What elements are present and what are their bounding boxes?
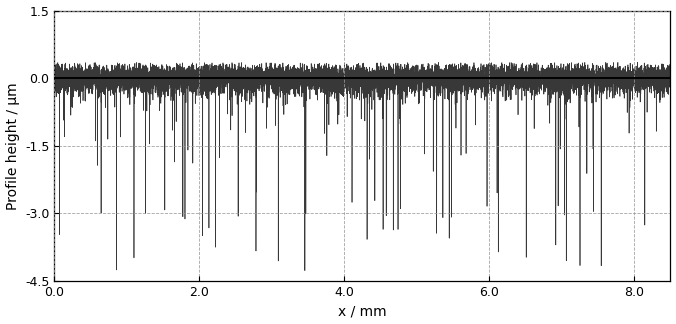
X-axis label: x / mm: x / mm	[338, 305, 387, 318]
Y-axis label: Profile height / μm: Profile height / μm	[5, 82, 20, 210]
